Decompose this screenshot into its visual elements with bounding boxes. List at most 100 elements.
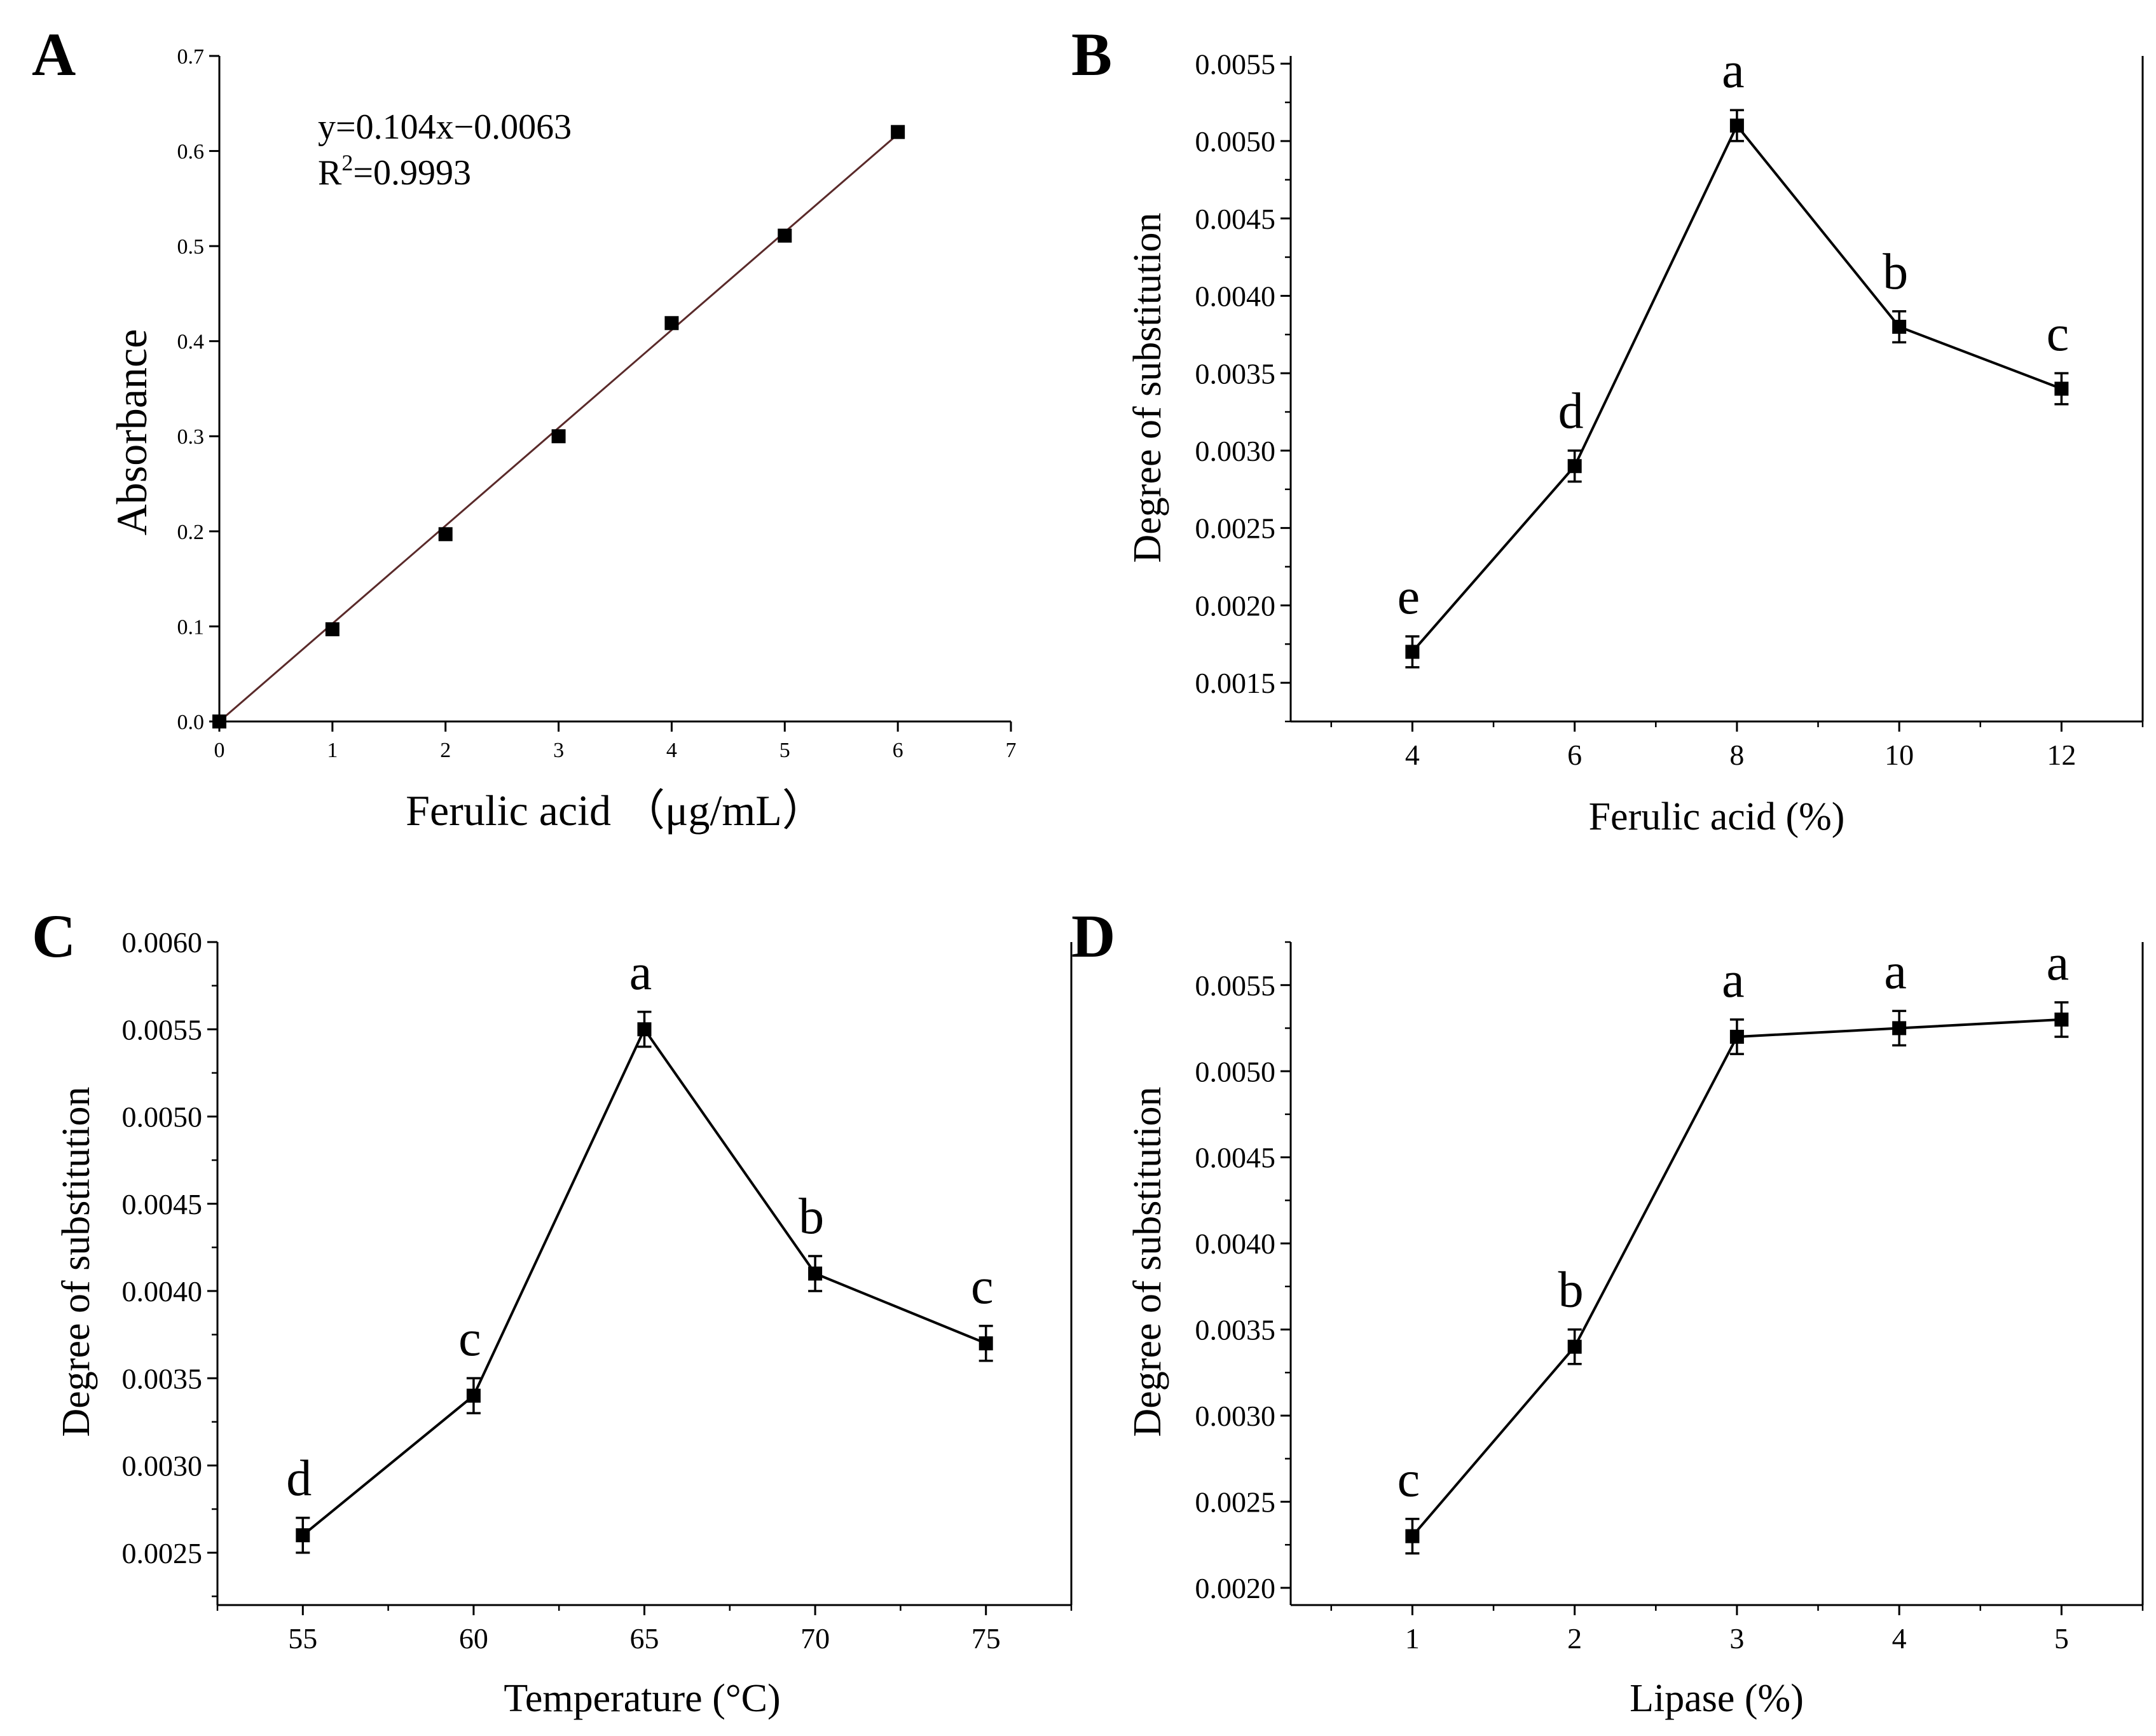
panel-d-xlabel: Lipase (%)	[1630, 1677, 1804, 1720]
panel-a: A 0 1 2 3 4 5 6 7 0.0 0.1 0.2 0.3 0.4 0.5 0.6 0.7 y=0.1…	[32, 20, 1017, 835]
panel-d-ytick-label: 0.0040	[1195, 1227, 1276, 1260]
panel-b-ytick-label: 0.0035	[1195, 357, 1276, 390]
panel-d-ytick-label: 0.0050	[1195, 1055, 1276, 1088]
panel-b-errorbars	[1405, 109, 2069, 669]
panel-c: C 55 60 65 70 75 0.0025 0.0030 0.0035 0.0040 0.00…	[32, 902, 1073, 1720]
panel-c-letter: C	[32, 902, 76, 970]
panel-a-ylabel: Absorbance	[107, 329, 156, 536]
panel-c-ytick-label: 0.0045	[122, 1188, 203, 1220]
panel-a-points	[212, 125, 905, 728]
panel-d-xtick-label: 1	[1405, 1622, 1420, 1655]
panel-a-point	[551, 429, 566, 444]
panel-b-ytick-label: 0.0040	[1195, 280, 1276, 313]
panel-c-point-label: a	[629, 945, 652, 1001]
panel-c-point-labels: d c a b c	[286, 945, 993, 1507]
panel-b-ytick-label: 0.0015	[1195, 667, 1276, 699]
panel-c-ytick-label: 0.0055	[122, 1013, 203, 1046]
panel-c-ytick-label: 0.0050	[122, 1101, 203, 1133]
panel-d-point-label: c	[1397, 1452, 1420, 1508]
panel-a-point	[664, 316, 679, 331]
panel-c-point-label: c	[971, 1259, 994, 1315]
panel-d-point	[1405, 1529, 1420, 1543]
panel-c-xtick-label: 75	[972, 1622, 1001, 1655]
panel-a-r2: R2=0.9993	[318, 150, 471, 193]
panel-c-xlabel: Temperature (°C)	[504, 1677, 780, 1720]
panel-d-point	[2054, 1012, 2069, 1027]
panel-c-xtick-label: 60	[459, 1622, 488, 1655]
panel-a-point	[778, 228, 792, 243]
panel-a-xtick-label: 7	[1006, 739, 1017, 762]
panel-d-point	[1567, 1339, 1582, 1354]
panel-b: B 4 6 8 10 12 0.0015 0.0020 0.0025 0.0030 0.0035 0…	[1071, 20, 2144, 838]
panel-a-xtick-label: 1	[327, 739, 338, 762]
panel-a-point	[891, 125, 905, 139]
panel-c-point	[296, 1528, 310, 1543]
panel-a-ytick-label: 0.5	[177, 235, 205, 259]
panel-b-ticks: 4 6 8 10 12 0.0015 0.0020 0.0025 0.0030 0.0035 0.0…	[1195, 48, 2144, 771]
panel-a-xtick-label: 4	[666, 739, 677, 762]
panel-c-ytick-label: 0.0025	[122, 1537, 203, 1569]
panel-d: D 1 2 3 4 5 0.0020 0.0025 0.0030 0.0035 0.0040 0.0…	[1071, 902, 2144, 1720]
panel-b-ytick-label: 0.0045	[1195, 203, 1276, 235]
panel-d-xtick-label: 3	[1729, 1622, 1744, 1655]
panel-b-xtick-label: 12	[2047, 739, 2076, 771]
panel-d-xtick-label: 4	[1892, 1622, 1907, 1655]
panel-a-xtick-label: 0	[214, 739, 225, 762]
panel-b-point-label: c	[2047, 306, 2070, 362]
panel-b-xtick-label: 6	[1567, 739, 1582, 771]
panel-a-ytick-label: 0.4	[177, 331, 205, 354]
panel-a-xtick-label: 2	[440, 739, 451, 762]
panel-b-ytick-label: 0.0020	[1195, 589, 1276, 622]
panel-c-point-label: c	[458, 1311, 481, 1367]
panel-c-points	[296, 1022, 993, 1543]
panel-d-point-label: b	[1558, 1262, 1584, 1318]
panel-a-equation: y=0.104x−0.0063	[318, 107, 572, 147]
panel-d-point-label: a	[1884, 943, 1907, 999]
panel-a-r2-sup: 2	[341, 150, 353, 175]
panel-b-points	[1405, 118, 2069, 659]
panel-b-point-label: e	[1397, 569, 1420, 625]
panel-c-errorbars	[296, 1011, 993, 1554]
panel-c-ylabel: Degree of substitution	[55, 1086, 98, 1437]
panel-d-series-line	[1411, 1018, 2062, 1537]
panel-d-xtick-label: 5	[2054, 1622, 2069, 1655]
panel-d-ytick-label: 0.0035	[1195, 1314, 1276, 1346]
panel-a-r2-value: =0.9993	[353, 153, 471, 193]
panel-d-ytick-label: 0.0055	[1195, 969, 1276, 1002]
panel-b-point-label: d	[1558, 383, 1584, 439]
panel-b-series-layer	[1411, 123, 2063, 653]
panel-d-errorbars	[1405, 1001, 2069, 1555]
panel-a-fitline-layer	[219, 133, 899, 723]
panel-c-point	[978, 1336, 993, 1351]
panel-a-ytick-label: 0.7	[177, 45, 205, 69]
panel-d-ytick-label: 0.0045	[1195, 1142, 1276, 1174]
panel-a-xtick-label: 3	[553, 739, 564, 762]
panel-d-ylabel: Degree of substitution	[1126, 1086, 1169, 1437]
panel-b-point	[2054, 381, 2069, 396]
panel-d-point-label: a	[2047, 935, 2070, 991]
panel-b-point	[1892, 320, 1907, 334]
panel-c-xtick-label: 70	[800, 1622, 830, 1655]
panel-d-point-label: a	[1722, 952, 1745, 1008]
panel-d-letter: D	[1071, 902, 1115, 970]
panel-d-ytick-label: 0.0025	[1195, 1486, 1276, 1519]
panel-b-point-label: b	[1883, 244, 1908, 300]
panel-d-ticks: 1 2 3 4 5 0.0020 0.0025 0.0030 0.0035 0.0040 0.004…	[1195, 941, 2144, 1655]
panel-a-xlabel: Ferulic acid （μg/mL）	[406, 786, 825, 835]
panel-c-xtick-label: 55	[288, 1622, 317, 1655]
panel-d-ytick-label: 0.0030	[1195, 1400, 1276, 1432]
panel-a-xtick-label: 5	[779, 739, 790, 762]
panel-a-fit-line	[219, 133, 899, 723]
panel-a-r2-prefix: R	[318, 153, 342, 193]
panel-c-point	[466, 1388, 481, 1403]
panel-d-axes	[1289, 942, 2144, 1606]
panel-a-xtick-label: 6	[893, 739, 903, 762]
panel-b-letter: B	[1071, 20, 1112, 88]
panel-a-ytick-label: 0.3	[177, 425, 205, 449]
panel-b-ylabel: Degree of substitution	[1126, 212, 1169, 563]
panel-c-point	[808, 1266, 823, 1281]
panel-b-axes	[1289, 56, 2144, 723]
panel-a-point	[212, 714, 226, 728]
panel-b-xlabel: Ferulic acid (%)	[1589, 795, 1845, 838]
